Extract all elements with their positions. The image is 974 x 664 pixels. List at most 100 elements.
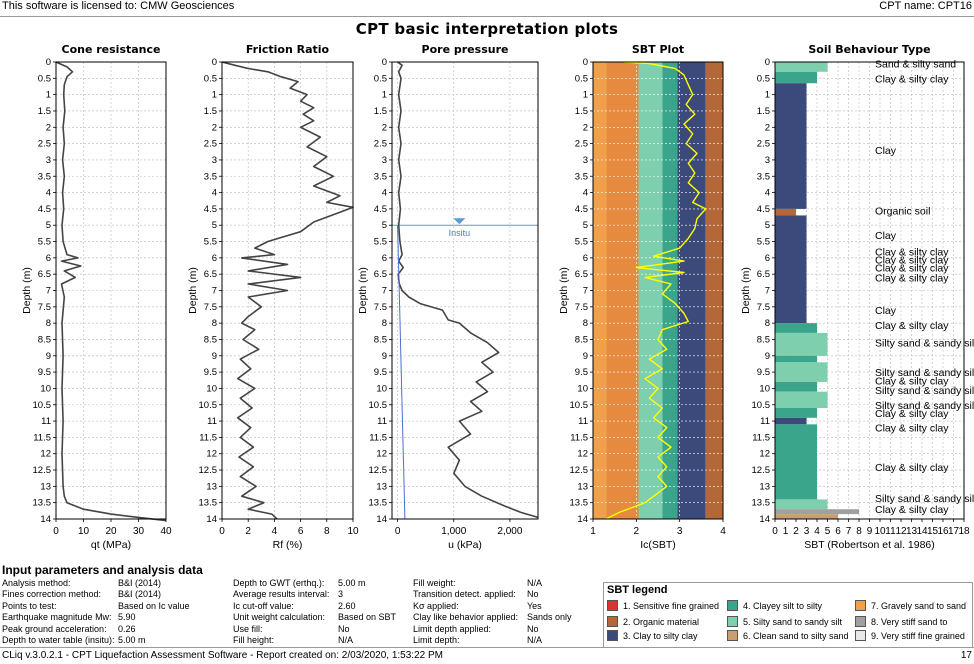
param-label: Transition detect. applied: [413, 589, 516, 600]
legend-title: SBT legend [607, 584, 668, 596]
panel5-sbt-bar-6 [775, 323, 817, 333]
param-row: Use fill: No [233, 623, 350, 635]
param-value: 2.60 [338, 600, 356, 611]
legend-swatch [855, 616, 866, 627]
param-row: Kσ applied: Yes [413, 600, 542, 612]
panel5-soil-label: Silty sand & sandy silt [875, 493, 974, 505]
panel2-xtick-label: 2 [245, 526, 251, 537]
panel5-ytick-label: 9 [765, 351, 770, 362]
legend-label: 7. Gravely sand to sand [871, 600, 967, 611]
legend-swatch [855, 630, 866, 641]
license-text: This software is licensed to: CMW Geosci… [2, 0, 235, 12]
panel5-ytick-label: 5.5 [757, 237, 770, 248]
panel1-ytick-label: 12 [40, 449, 51, 460]
panel4-ytick-label: 5 [583, 220, 588, 231]
panel5-sbt-bar-15 [775, 499, 828, 510]
panel4-ytick-label: 4 [583, 188, 588, 199]
legend-label: 2. Organic material [623, 616, 700, 627]
legend-item: 6. Clean sand to silty sand [727, 630, 849, 641]
panel5-xtick-label: 16 [937, 526, 949, 537]
panel5-soil-label: Clay & silty clay [875, 272, 949, 284]
panel4-xlabel: Ic(SBT) [640, 539, 676, 551]
panel2-xtick-label: 0 [219, 526, 225, 537]
panel1-xtick-label: 40 [160, 526, 172, 537]
legend-label: 5. Silty sand to sandy silt [743, 616, 843, 627]
panel4-ytick-label: 8.5 [575, 334, 588, 345]
panel5-sbt-bar-9 [775, 362, 828, 382]
panel5-xlabel: SBT (Robertson et al. 1986) [804, 539, 935, 551]
param-value: Based on SBT [338, 612, 397, 623]
panel1-ytick-label: 7 [46, 286, 51, 297]
panel2-ytick-label: 1 [212, 90, 217, 101]
panel5-soil-label: Clay & silty clay [875, 246, 949, 258]
panel3-ytick-label: 2 [382, 122, 387, 133]
param-row: Fines correction method: B&I (2014) [2, 589, 161, 600]
panel3-ytick-label: 1.5 [374, 106, 387, 117]
panel2-series-1 [221, 61, 354, 520]
panel5-soil-label: Clay & silty clay [875, 254, 949, 266]
footer-divider [0, 647, 974, 648]
panel5-ytick-label: 11.5 [752, 432, 770, 443]
panel2-title: Friction Ratio [246, 43, 330, 56]
cpt-name: CPT name: CPT16 [879, 0, 972, 12]
panel5-xtick-label: 3 [804, 526, 810, 537]
panel1-ytick-label: 3.5 [38, 171, 51, 182]
panel5-sbt-bar-5 [775, 215, 807, 324]
panel3-xlabel: u (kPa) [448, 539, 482, 551]
panel5-ytick-label: 11 [760, 416, 770, 427]
panel5-xtick-label: 12 [895, 526, 907, 537]
param-value: No [527, 623, 539, 634]
panel5-ytick-label: 5 [765, 220, 770, 231]
panel5-ytick-label: 4.5 [757, 204, 770, 215]
legend-item: 7. Gravely sand to sand [855, 600, 966, 611]
panel4-xtick-label: 2 [634, 526, 640, 537]
param-label: Ic cut-off value: [233, 600, 294, 611]
panel5-soil-label: Silty sand & sandy silt [875, 400, 974, 412]
legend-swatch [727, 600, 738, 611]
param-label: Fill weight: [413, 578, 456, 588]
page-title: CPT basic interpretation plots [355, 20, 619, 38]
param-row: Unit weight calculation: Based on SBT [233, 612, 396, 623]
panel3-ytick-label: 8 [382, 318, 387, 329]
panel5-ytick-label: 2 [765, 122, 770, 133]
panel5-soil-label: Organic soil [875, 206, 930, 218]
param-label: Use fill: [233, 623, 263, 634]
panel1-ytick-label: 12.5 [33, 465, 52, 476]
panel4-ytick-label: 12 [577, 449, 588, 460]
panel2-ytick-label: 12.5 [199, 465, 218, 476]
param-label: Limit depth: [413, 634, 460, 645]
panel4-ytick-label: 11.5 [570, 432, 588, 443]
panel3-title: Pore pressure [422, 43, 509, 56]
params-column-3: Fill weight: N/A Transition detect. applie… [413, 578, 572, 646]
param-row: Depth to GWT (erthq.): 5.00 m [233, 578, 366, 589]
panel1-xtick-label: 10 [78, 526, 90, 537]
panel5-title: Soil Behaviour Type [808, 43, 930, 56]
panel5-ytick-label: 2.5 [757, 139, 770, 150]
param-value: B&I (2014) [118, 589, 162, 600]
panel4-ylabel: Depth (m) [558, 267, 570, 314]
panel3-xtick-label: 0 [395, 526, 401, 537]
panel1-ytick-label: 9 [46, 351, 51, 362]
panel1-ytick-label: 13.5 [33, 498, 52, 509]
legend-swatch [727, 630, 738, 641]
param-value: N/A [527, 634, 543, 645]
param-label: Earthquake magnitude Mw: [2, 612, 112, 623]
panel1-xtick-label: 30 [133, 526, 145, 537]
param-row: Earthquake magnitude Mw: 5.90 [2, 612, 136, 623]
param-value: B&I (2014) [118, 578, 162, 588]
panel3-ytick-label: 9.5 [374, 367, 387, 378]
panel3-ytick-label: 10.5 [369, 400, 388, 411]
panel4-band-1 [593, 62, 607, 519]
panel3-ytick-label: 3.5 [374, 171, 387, 182]
panel2-xtick-label: 4 [272, 526, 278, 537]
panel4-ytick-label: 8 [583, 318, 588, 329]
param-value: No [527, 589, 539, 600]
param-label: Kσ applied: [413, 600, 459, 611]
legend-swatch [727, 616, 738, 627]
panel5-ytick-label: 3.5 [757, 171, 770, 182]
panel5-xtick-label: 2 [793, 526, 799, 537]
panel2-ytick-label: 1.5 [204, 106, 217, 117]
panel3-ytick-label: 9 [382, 351, 387, 362]
param-row: Fill weight: N/A [413, 578, 542, 589]
panel5-xtick-label: 0 [772, 526, 778, 537]
